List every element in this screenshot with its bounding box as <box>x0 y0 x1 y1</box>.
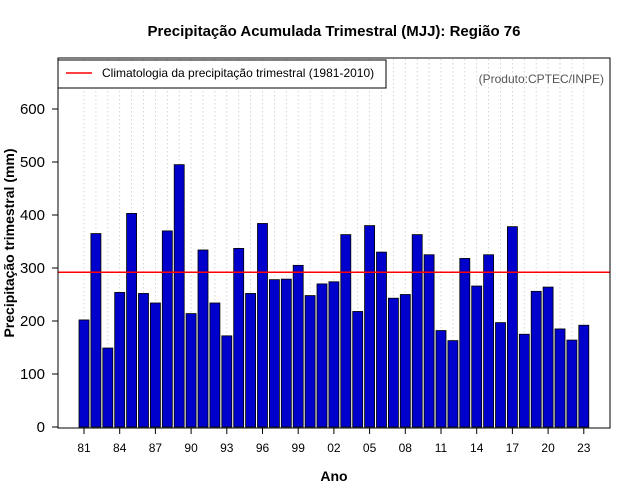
y-tick-label: 300 <box>20 260 45 277</box>
x-tick-label: 87 <box>149 441 163 455</box>
bar-2006 <box>376 251 387 428</box>
bar-2002 <box>328 281 340 428</box>
legend-box <box>57 59 387 89</box>
x-tick-label: 84 <box>113 441 127 455</box>
bar-1989 <box>173 164 185 428</box>
x-tick-label: 02 <box>327 441 341 455</box>
y-tick-label: 500 <box>20 154 45 171</box>
bar-1990 <box>185 313 197 428</box>
y-tick-label: 600 <box>20 101 45 118</box>
bar-2007 <box>387 297 399 428</box>
bar-1991 <box>197 249 209 428</box>
bar-2014 <box>471 285 483 428</box>
x-tick-label: 08 <box>399 441 413 455</box>
bar-2003 <box>340 234 352 428</box>
bar-2010 <box>423 254 435 428</box>
bar-1992 <box>209 302 221 428</box>
bar-1985 <box>126 213 137 428</box>
x-tick-label: 90 <box>184 441 198 455</box>
bar-2015 <box>483 254 495 428</box>
bar-2018 <box>518 333 530 428</box>
bar-1993 <box>221 335 233 428</box>
bar-1999 <box>292 264 304 428</box>
y-axis: 0 100 200 300 400 500 600 <box>20 101 58 436</box>
x-axis: 81 84 87 90 93 96 99 02 05 08 11 14 17 20 23 <box>77 428 591 455</box>
credit-text: (Produto:CPTEC/INPE) <box>479 72 604 86</box>
legend-label: Climatologia da precipitação trimestral … <box>102 66 374 80</box>
x-axis-label: Ano <box>320 468 347 484</box>
x-tick-label: 20 <box>541 441 555 455</box>
y-tick-label: 400 <box>20 207 45 224</box>
bar-1986 <box>138 293 149 428</box>
x-tick-label: 96 <box>256 441 270 455</box>
y-tick-label: 0 <box>37 419 45 436</box>
bar-2019 <box>530 290 542 428</box>
bar-2012 <box>447 340 459 428</box>
bar-2009 <box>411 234 423 428</box>
x-tick-label: 11 <box>435 441 448 455</box>
bar-1987 <box>149 302 161 428</box>
bar-2008 <box>399 294 411 428</box>
bar-2004 <box>352 311 364 428</box>
bar-1983 <box>102 347 114 428</box>
bar-1988 <box>161 230 173 428</box>
bar-1997 <box>268 279 280 428</box>
bar-2023 <box>578 324 590 428</box>
x-tick-label: 93 <box>220 441 234 455</box>
bar-2021 <box>554 328 566 428</box>
y-axis-label: Precipitação trimestral (mm) <box>1 148 17 337</box>
legend: Climatologia da precipitação trimestral … <box>57 59 387 89</box>
bar-2020 <box>542 286 554 428</box>
bar-1984 <box>114 291 126 428</box>
x-tick-label: 17 <box>506 441 520 455</box>
bar-2016 <box>495 322 506 428</box>
bar-2022 <box>566 339 578 428</box>
x-tick-label: 23 <box>577 441 591 455</box>
bar-2001 <box>316 283 328 428</box>
x-tick-label: 99 <box>292 441 306 455</box>
bar-2000 <box>304 295 316 428</box>
bars <box>78 164 590 428</box>
bar-1998 <box>280 278 292 428</box>
bar-1981 <box>78 319 90 428</box>
bar-1995 <box>245 293 257 428</box>
x-tick-label: 81 <box>77 441 91 455</box>
bar-1996 <box>257 223 268 428</box>
y-tick-label: 100 <box>20 366 45 383</box>
x-tick-label: 14 <box>470 441 484 455</box>
y-tick-label: 200 <box>20 313 45 330</box>
bar-2005 <box>364 225 376 428</box>
bar-1994 <box>233 247 245 428</box>
chart-title: Precipitação Acumulada Trimestral (MJJ):… <box>148 23 521 40</box>
bar-1982 <box>90 233 102 428</box>
x-tick-label: 05 <box>363 441 377 455</box>
bar-2013 <box>459 258 471 428</box>
bar-2017 <box>506 226 518 428</box>
bar-2011 <box>435 330 447 428</box>
